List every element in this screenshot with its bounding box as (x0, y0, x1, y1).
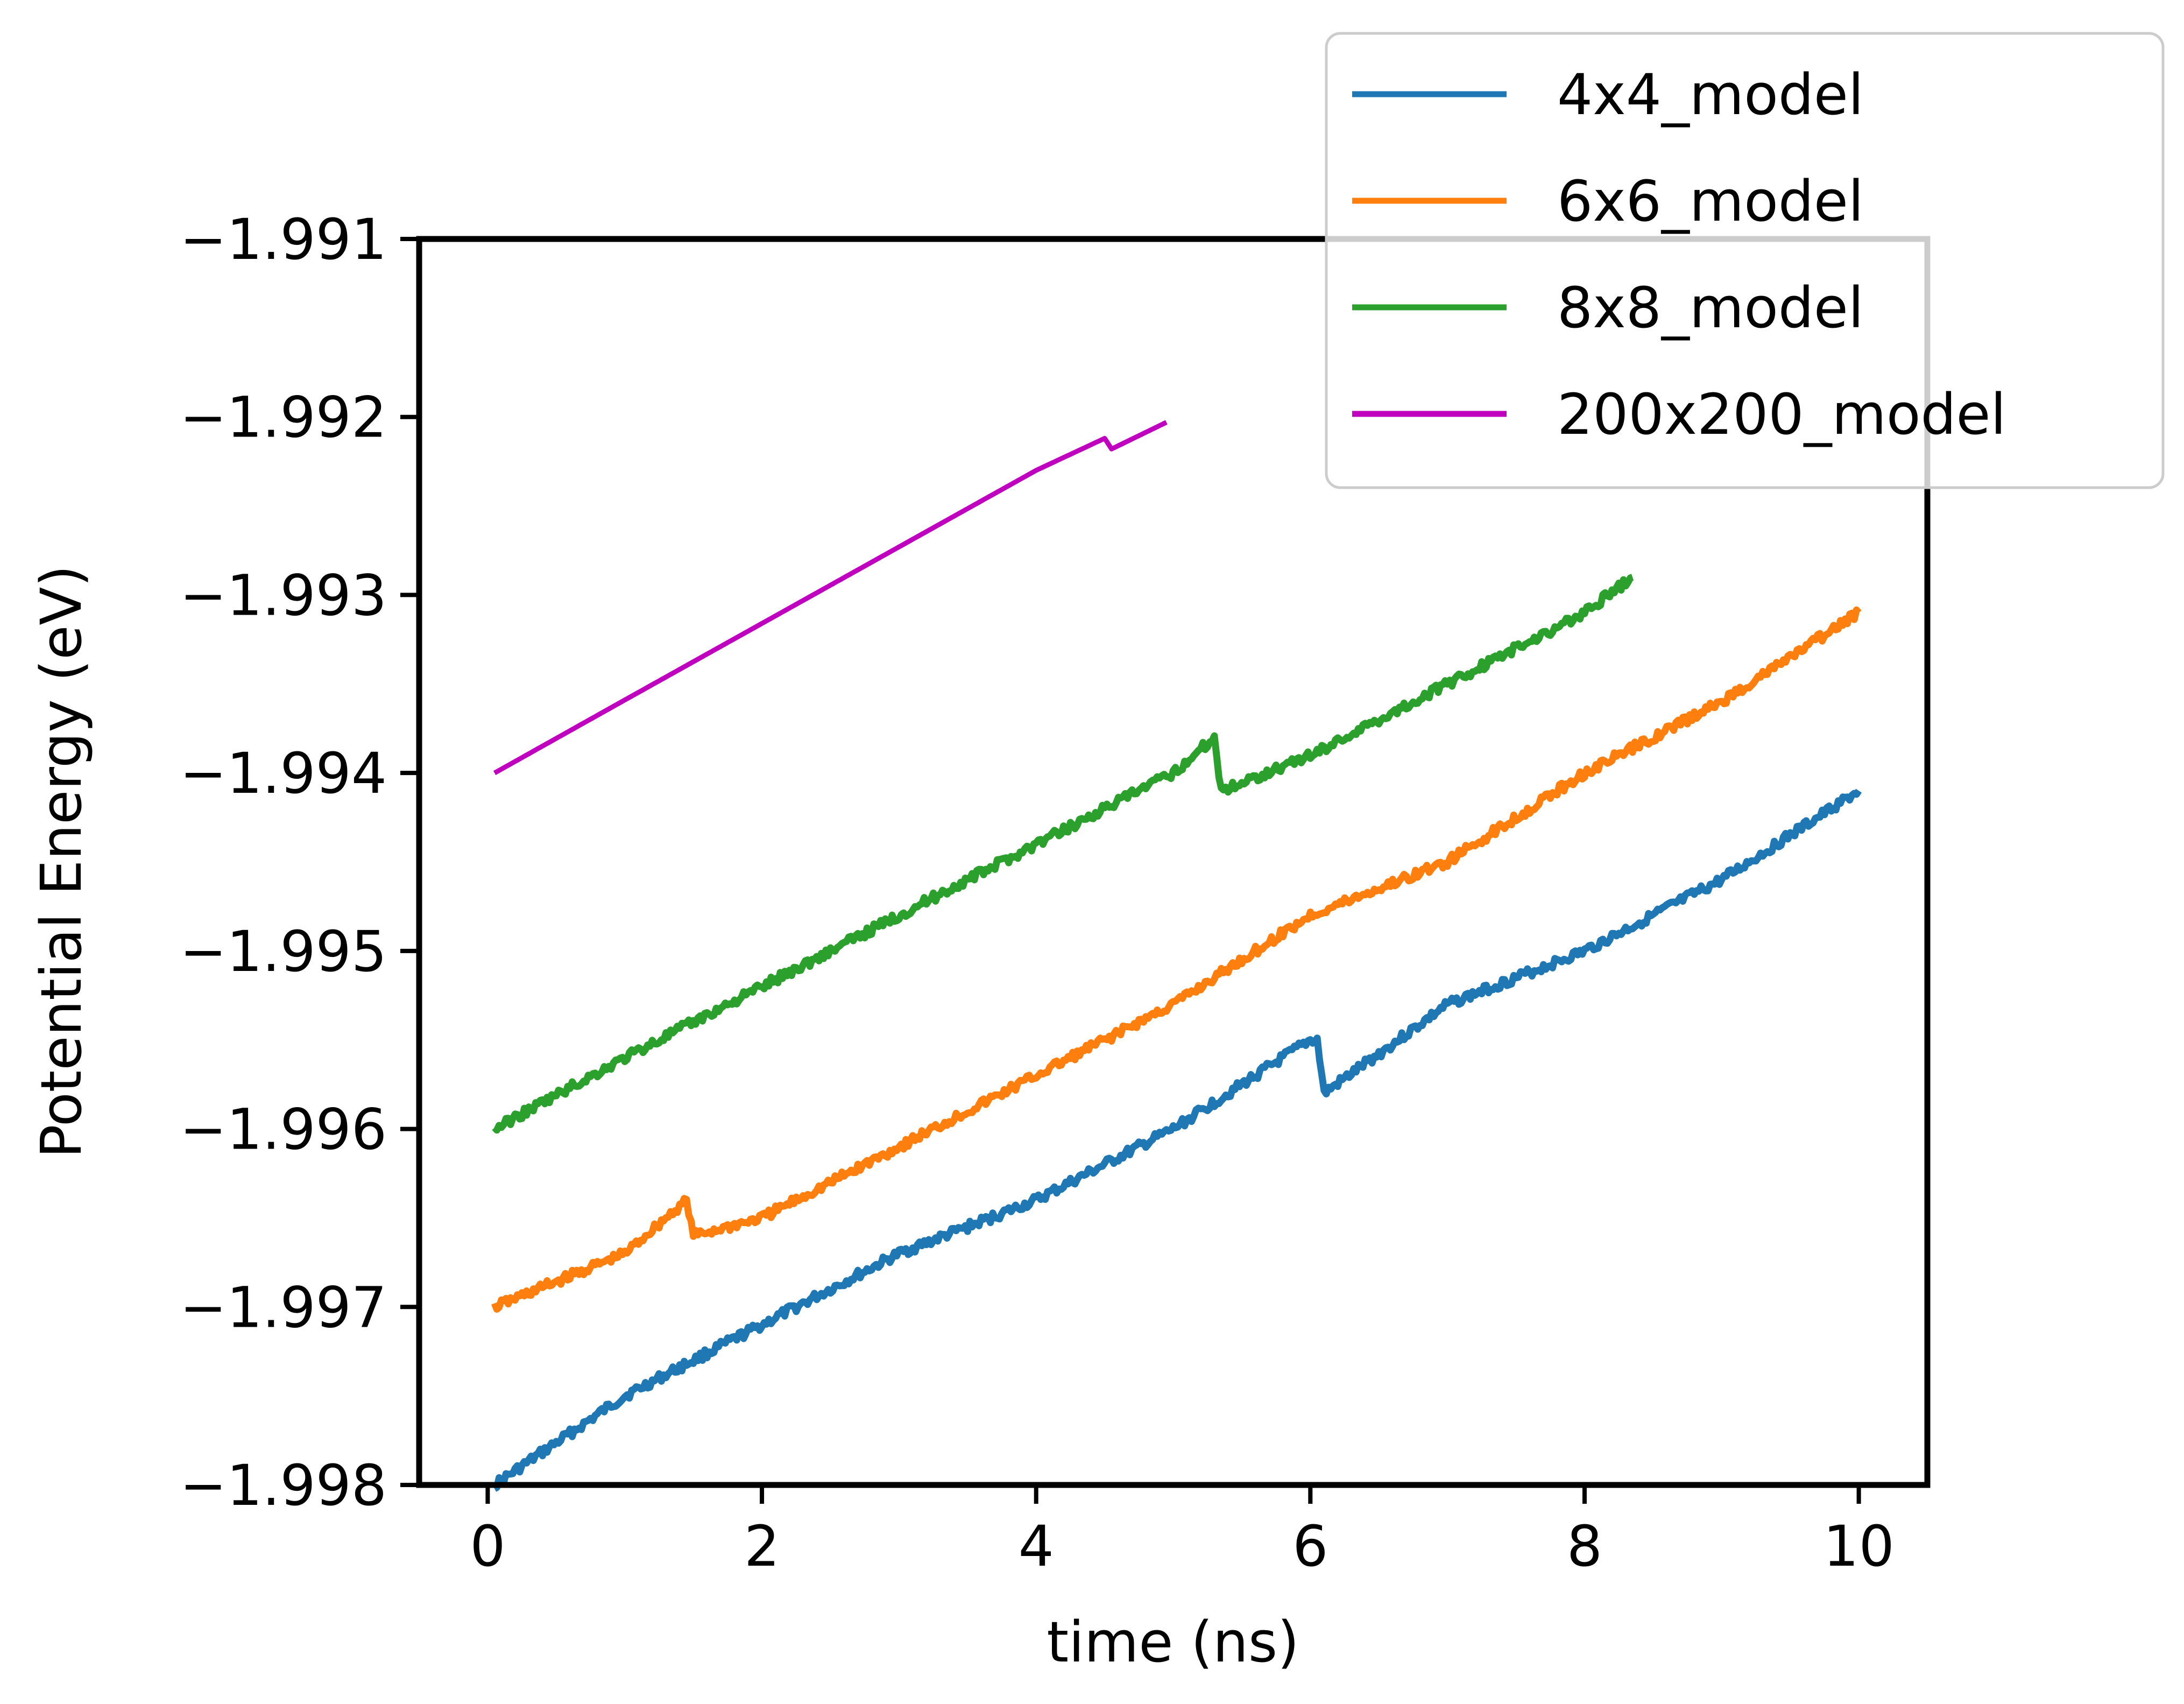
y-tick-label: −1.994 (180, 741, 387, 806)
series-line-6x6-model (491, 606, 1862, 1313)
x-tick-label: 2 (744, 1513, 780, 1579)
series-layer (491, 420, 1862, 1492)
y-tick-label: −1.996 (180, 1097, 387, 1163)
series-line-8x8-model (492, 574, 1634, 1134)
legend-label: 6x6_model (1557, 168, 1864, 234)
x-tick-label: 8 (1567, 1513, 1602, 1579)
x-axis-ticks: 0 2 4 6 8 10 (470, 1485, 1895, 1579)
y-axis-ticks: −1.998 −1.997 −1.996 −1.995 −1.994 −1.993 −1.9… (180, 207, 419, 1518)
legend-box (1325, 32, 2165, 489)
y-tick-label: −1.997 (180, 1275, 387, 1340)
y-tick-label: −1.991 (180, 207, 387, 272)
y-tick-label: −1.995 (180, 919, 387, 984)
plot-frame (416, 236, 1931, 1488)
legend-label: 4x4_model (1557, 62, 1864, 128)
legend-entries: 4x4_model 6x6_model 8x8_model 200x200_model (1352, 62, 2006, 447)
x-axis-title: time (ns) (1047, 1609, 1299, 1675)
series-line-4x4-model (493, 788, 1862, 1492)
x-tick-label: 10 (1823, 1513, 1894, 1579)
y-axis-title: Potential Energy (eV) (29, 565, 94, 1158)
y-tick-label: −1.998 (180, 1453, 387, 1518)
x-tick-label: 6 (1292, 1513, 1328, 1579)
x-tick-label: 0 (470, 1513, 505, 1579)
y-tick-label: −1.993 (180, 562, 387, 628)
legend-label: 200x200_model (1557, 382, 2006, 447)
y-tick-label: −1.992 (180, 385, 387, 450)
legend-label: 8x8_model (1557, 275, 1864, 341)
x-tick-label: 4 (1019, 1513, 1054, 1579)
legend: 4x4_model 6x6_model 8x8_model 200x200_model (1325, 32, 2165, 489)
series-line-200x200-model (493, 420, 1168, 776)
